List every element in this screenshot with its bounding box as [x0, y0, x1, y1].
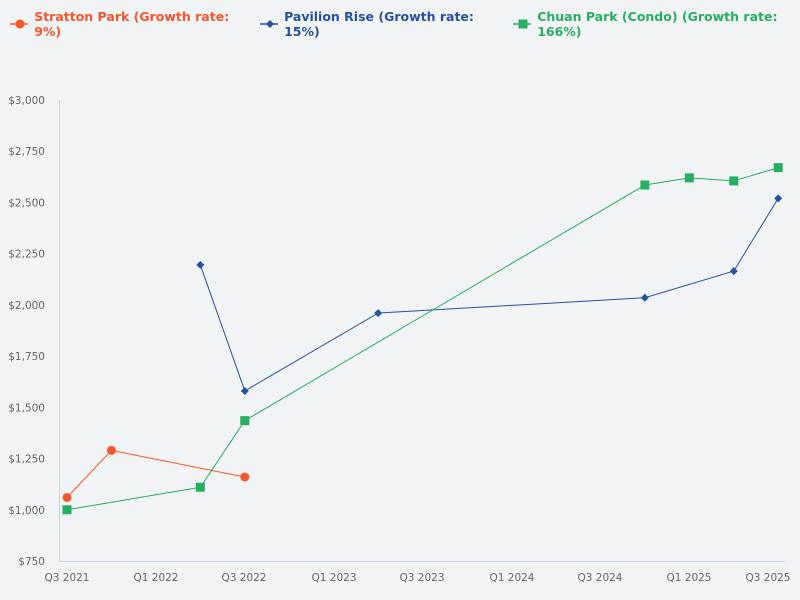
legend-item[interactable]: Pavilion Rise (Growth rate: 15%): [259, 9, 493, 39]
y-tick-label: $2,750: [8, 146, 45, 158]
data-point[interactable]: [195, 482, 205, 492]
y-tick-label: $750: [18, 556, 45, 568]
data-point[interactable]: [640, 180, 650, 190]
x-tick-label: Q3 2022: [221, 572, 266, 584]
x-tick-label: Q1 2023: [311, 572, 356, 584]
x-tick-label: Q1 2024: [489, 572, 534, 584]
series-line: [66, 449, 245, 498]
data-point[interactable]: [774, 194, 783, 203]
y-tick-label: $2,000: [8, 300, 45, 312]
data-point[interactable]: [374, 309, 383, 318]
data-point[interactable]: [240, 472, 250, 482]
series-line: [199, 198, 779, 392]
y-tick-label: $2,500: [8, 197, 45, 209]
data-point[interactable]: [240, 386, 249, 395]
data-point[interactable]: [684, 173, 694, 183]
series-line: [66, 167, 779, 511]
legend-item[interactable]: Chuan Park (Condo) (Growth rate: 166%): [513, 9, 800, 39]
legend-label: Chuan Park (Condo) (Growth rate: 166%): [537, 9, 778, 39]
data-point[interactable]: [106, 445, 116, 455]
y-tick-label: $2,250: [8, 249, 45, 261]
y-tick-label: $1,000: [8, 505, 45, 517]
y-tick-label: $1,250: [8, 454, 45, 466]
data-point[interactable]: [62, 505, 72, 515]
x-tick-label: Q3 2021: [44, 572, 89, 584]
x-tick-label: Q3 2023: [399, 572, 444, 584]
y-tick-label: $3,000: [8, 95, 45, 107]
legend-item[interactable]: Stratton Park (Growth rate: 9%): [10, 9, 240, 39]
data-point[interactable]: [773, 163, 783, 173]
circle-marker-icon: [10, 19, 29, 29]
x-tick-label: Q3 2024: [577, 572, 622, 584]
legend-label: Pavilion Rise (Growth rate: 15%): [284, 9, 474, 39]
data-point[interactable]: [640, 293, 649, 302]
chart-legend: Stratton Park (Growth rate: 9%) Pavilion …: [10, 9, 800, 39]
x-tick-label: Q3 2025: [745, 572, 790, 584]
y-tick-label: $1,750: [8, 351, 45, 363]
x-tick-label: Q1 2022: [133, 572, 178, 584]
data-point[interactable]: [240, 416, 250, 426]
diamond-marker-icon: [259, 20, 279, 28]
data-point[interactable]: [196, 260, 205, 269]
data-point[interactable]: [729, 267, 738, 276]
data-point[interactable]: [729, 176, 739, 186]
legend-label: Stratton Park (Growth rate: 9%): [34, 9, 230, 39]
y-tick-label: $1,500: [8, 402, 45, 414]
data-point[interactable]: [62, 492, 72, 502]
square-marker-icon: [513, 19, 532, 29]
x-tick-label: Q1 2025: [666, 572, 711, 584]
